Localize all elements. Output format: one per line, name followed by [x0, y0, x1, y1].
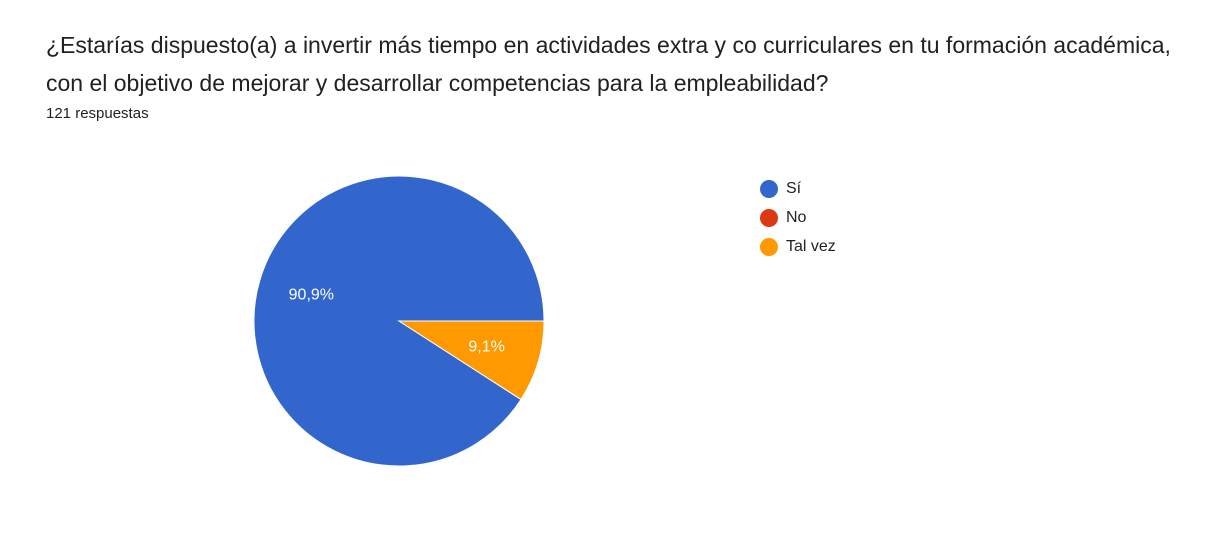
- question-title: ¿Estarías dispuesto(a) a invertir más ti…: [46, 32, 1171, 96]
- pie-label-tal-vez: 9,1%: [468, 338, 504, 355]
- pie-label-si: 90,9%: [289, 287, 334, 304]
- legend-swatch-no: [760, 208, 778, 227]
- legend-label-tal-vez: Tal vez: [786, 237, 836, 255]
- legend-swatch-si: [760, 179, 778, 198]
- legend-item-si[interactable]: Sí: [760, 174, 836, 203]
- legend-item-no[interactable]: No: [760, 203, 836, 232]
- legend-swatch-tal-vez: [760, 237, 778, 256]
- pie-slice-tal-vez[interactable]: [397, 320, 545, 401]
- response-count: 121 respuestas: [46, 105, 149, 122]
- legend-label-si: Sí: [786, 179, 802, 197]
- chart-legend: Sí No Tal vez: [760, 174, 836, 261]
- legend-label-no: No: [786, 208, 807, 226]
- legend-item-tal-vez[interactable]: Tal vez: [760, 232, 836, 261]
